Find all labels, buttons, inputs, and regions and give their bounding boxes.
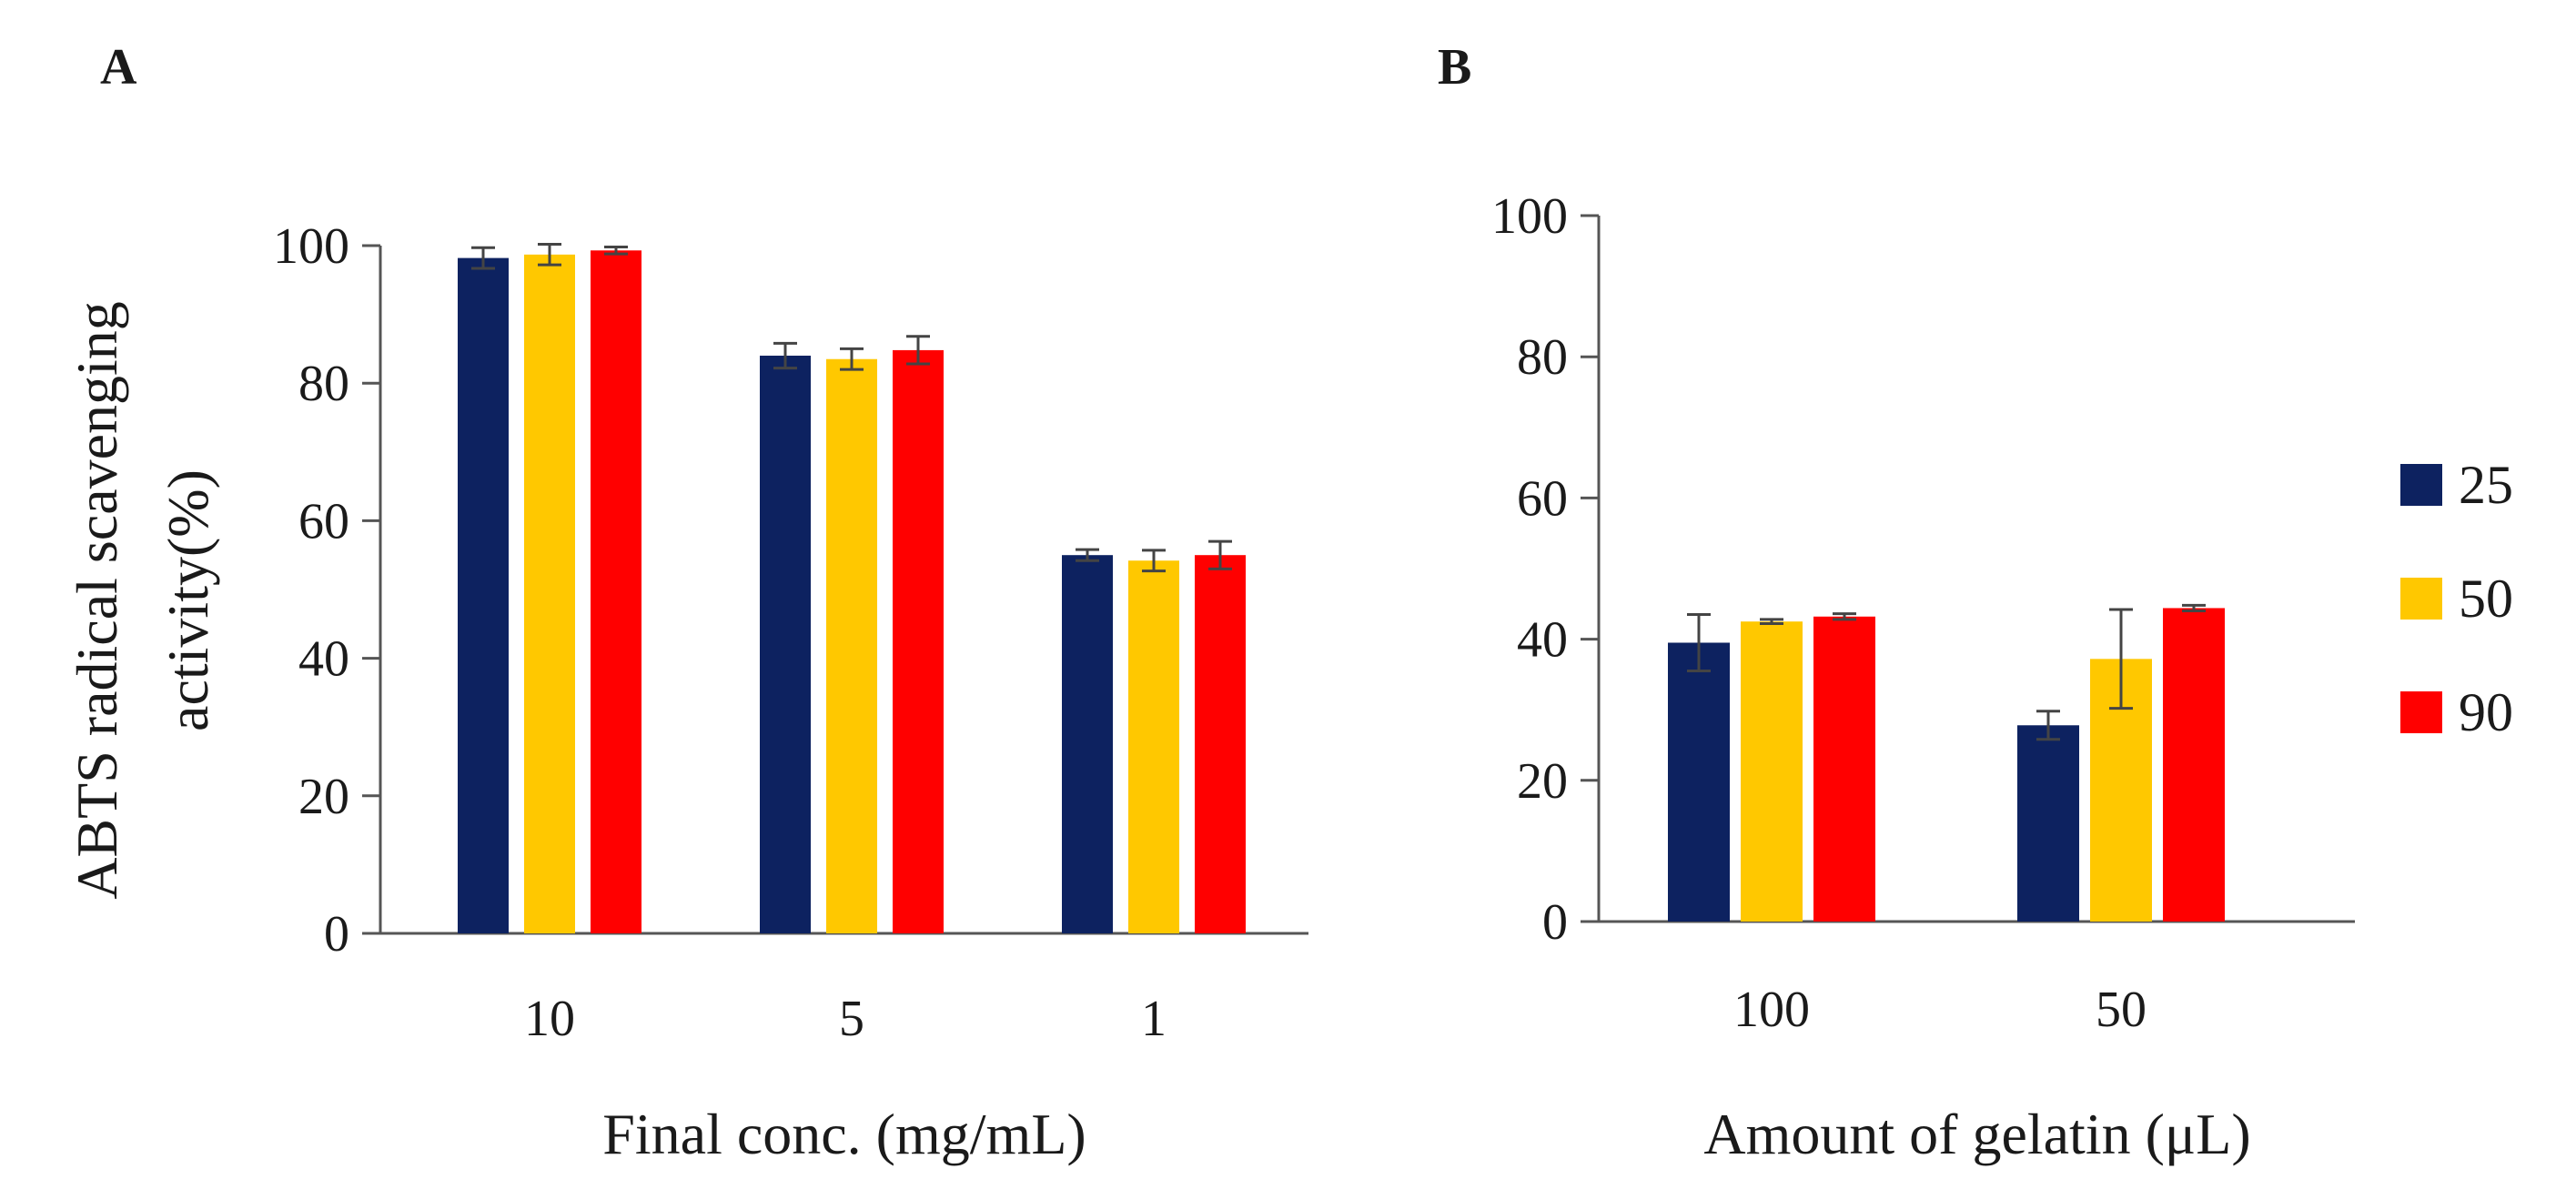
- legend-swatch-50: [2400, 578, 2442, 620]
- panel-a-y-tick-label: 100: [273, 218, 349, 275]
- panel-a-x-axis-title: Final conc. (mg/mL): [602, 1102, 1086, 1166]
- panel-b-bar: [2163, 608, 2225, 922]
- legend-label-90: 90: [2459, 682, 2513, 742]
- panel-b-bar: [2017, 725, 2079, 922]
- panel-a-bar: [591, 250, 641, 933]
- panel-b-y-tick-label: 60: [1517, 470, 1568, 527]
- panel-a-y-tick-label: 20: [298, 769, 349, 825]
- panel-b-letter: B: [1438, 39, 1471, 96]
- panel-b-y-tick-label: 100: [1491, 188, 1568, 245]
- panel-a-x-tick-label: 10: [524, 991, 575, 1047]
- panel-b-x-tick-label: 50: [2096, 982, 2147, 1038]
- panel-b-y-tick-label: 20: [1517, 753, 1568, 810]
- legend-swatch-90: [2400, 691, 2442, 733]
- legend: 25 50 90: [2400, 455, 2513, 742]
- panel-b-plot-area: 0 20 40 60 80 100 100 50: [1491, 188, 2355, 1038]
- panel-b-y-tick-label: 40: [1517, 612, 1568, 669]
- panel-b: B 0 20 40 60 80 100 100 50 Amount of gelatin (μ…: [1438, 39, 2355, 1166]
- panel-b-bar: [1741, 621, 1803, 922]
- legend-swatch-25: [2400, 464, 2442, 506]
- panel-b-bar: [1813, 616, 1875, 922]
- panel-a-bar: [893, 349, 944, 933]
- panel-a-y-tick-label: 40: [298, 631, 349, 688]
- panel-a: A ABTS radical scavenging activity(%) 0 2…: [65, 39, 1308, 1166]
- panel-b-x-axis-title: Amount of gelatin (μL): [1703, 1102, 2250, 1166]
- panel-a-bar: [760, 355, 811, 934]
- panel-a-x-tick-label: 1: [1141, 991, 1167, 1047]
- legend-label-50: 50: [2459, 569, 2513, 629]
- panel-a-y-axis-title-line2: activity(%): [156, 469, 220, 731]
- panel-a-bar: [1195, 555, 1246, 933]
- panel-b-y-tick-label: 0: [1542, 894, 1568, 951]
- panel-b-x-tick-label: 100: [1733, 982, 1810, 1038]
- panel-b-bar: [1668, 642, 1730, 922]
- panel-a-y-axis-title-line1: ABTS radical scavenging: [65, 301, 129, 900]
- panel-a-y-tick-label: 80: [298, 356, 349, 412]
- legend-label-25: 25: [2459, 455, 2513, 515]
- panel-a-y-tick-label: 60: [298, 493, 349, 549]
- panel-a-bar: [826, 358, 877, 933]
- panel-a-letter: A: [100, 39, 137, 96]
- panel-a-bar: [458, 257, 509, 933]
- panel-a-plot-area: 0 20 40 60 80 100 10 5 1: [273, 218, 1308, 1047]
- panel-a-x-tick-label: 5: [839, 991, 864, 1047]
- panel-a-y-tick-label: 0: [324, 906, 349, 962]
- panel-a-bar: [524, 254, 575, 933]
- panel-a-bar: [1062, 555, 1113, 933]
- panel-a-bar: [1128, 560, 1179, 933]
- panel-b-y-tick-label: 80: [1517, 329, 1568, 386]
